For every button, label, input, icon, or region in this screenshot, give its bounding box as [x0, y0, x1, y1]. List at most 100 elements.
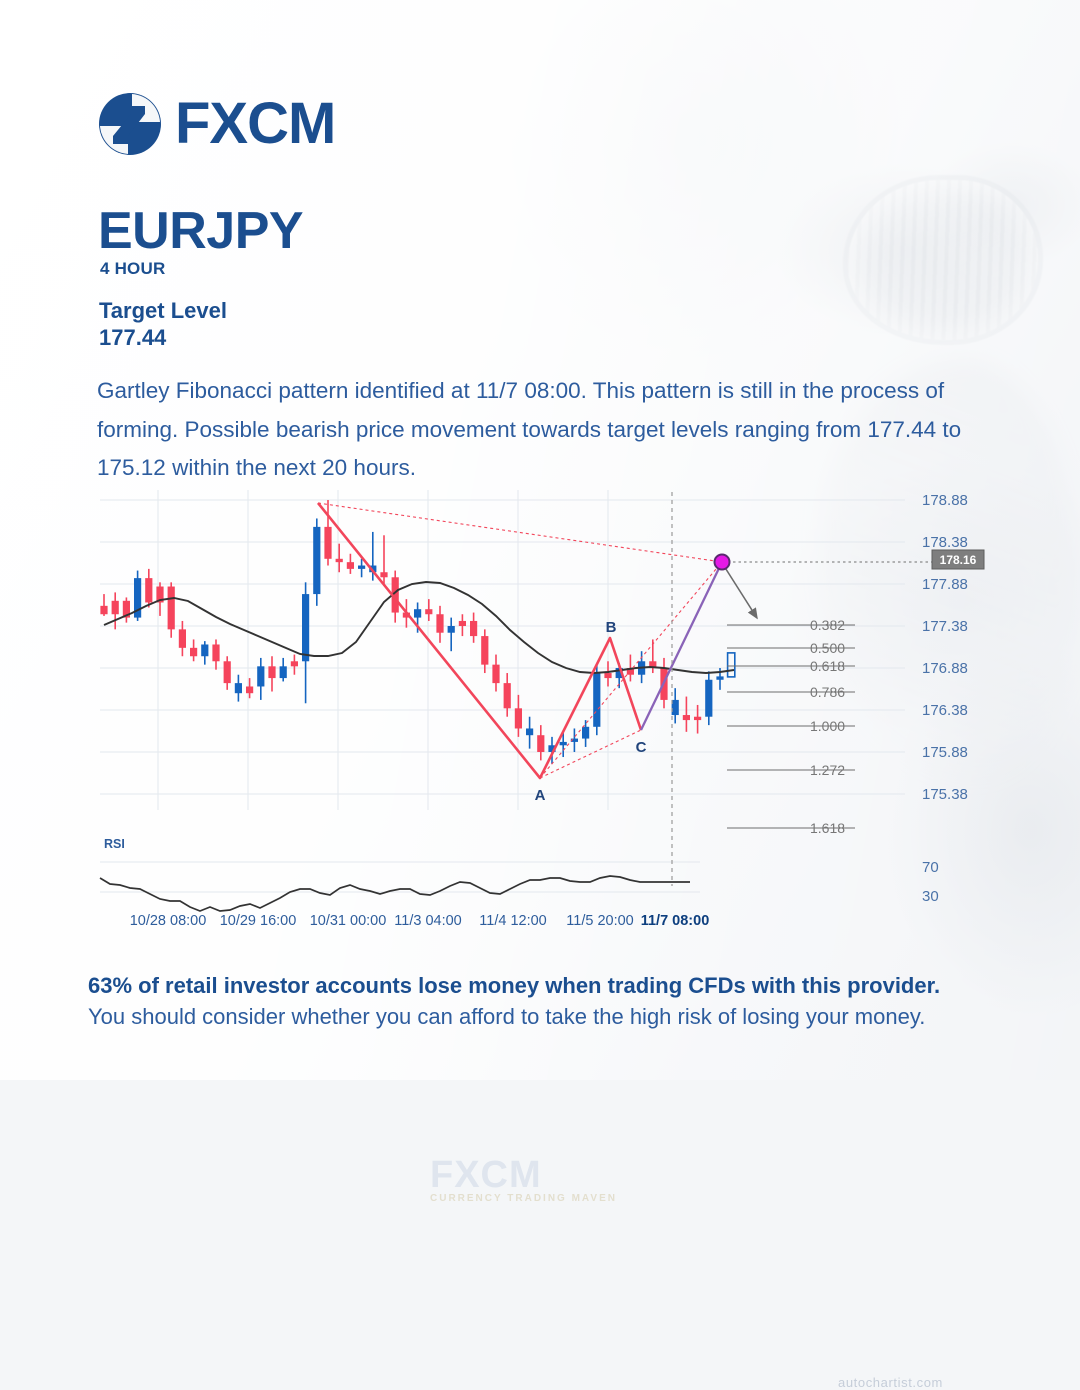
candle-body [145, 578, 153, 603]
pattern-point-b-label: B [606, 619, 617, 636]
candle-body [223, 661, 231, 684]
candle-body [436, 614, 444, 633]
candle-body [570, 738, 578, 742]
price-axis-tick: 178.88 [922, 492, 968, 509]
time-axis-tick: 11/3 04:00 [394, 913, 461, 929]
candle-body [682, 715, 690, 721]
candle-body [268, 666, 276, 679]
candle-body [290, 661, 298, 667]
current-price-tag: 178.16 [931, 549, 985, 570]
source-watermark: autochartist.com [838, 1375, 943, 1390]
price-axis-labels: 178.88 178.38 177.88 177.38 176.88 176.38 175.… [922, 492, 968, 803]
candle-body [100, 605, 108, 615]
candle-body [458, 620, 466, 626]
fibonacci-level-label: 1.000 [810, 718, 845, 734]
candle-body [302, 594, 310, 662]
fibonacci-level-label: 0.500 [810, 640, 845, 656]
candle-body [492, 664, 500, 684]
timeframe-label: 4 HOUR [100, 259, 166, 278]
price-axis-tick: 175.38 [922, 786, 968, 803]
price-axis-tick: 175.88 [922, 744, 968, 761]
price-axis-tick: 176.38 [922, 702, 968, 719]
bearish-direction-arrow [723, 565, 758, 620]
fibonacci-levels [727, 624, 855, 829]
candle-body [414, 609, 422, 618]
candle-body [201, 644, 209, 657]
candle-body [402, 612, 410, 618]
pattern-description: Gartley Fibonacci pattern identified at … [97, 378, 962, 481]
time-axis-tick: 10/31 00:00 [310, 913, 387, 929]
time-axis-tick: 10/28 08:00 [130, 913, 207, 929]
risk-disclaimer-primary: 63% of retail investor accounts lose mon… [88, 973, 941, 998]
candle-body [335, 558, 343, 563]
candle-body [447, 626, 455, 633]
price-axis-tick: 176.88 [922, 660, 968, 677]
risk-disclaimer-secondary: You should consider whether you can affo… [88, 1004, 926, 1029]
fxcm-watermark-subtext: CURRENCY TRADING MAVEN [430, 1193, 617, 1204]
candle-body [190, 647, 198, 657]
fibonacci-level-label: 1.272 [810, 762, 845, 778]
rsi-label: RSI [104, 837, 125, 851]
candle-body [481, 636, 489, 665]
rsi-upper-band-label: 70 [922, 859, 939, 876]
candle-body [111, 600, 119, 615]
candle-body [358, 565, 366, 569]
current-price-tag-text: 178.16 [940, 553, 977, 567]
candle-body [313, 526, 321, 595]
fibonacci-level-label: 0.786 [810, 684, 845, 700]
pattern-point-a-label: A [535, 787, 546, 804]
fibonacci-level-label: 0.618 [810, 658, 845, 674]
candle-body [324, 526, 332, 559]
candle-body [122, 600, 130, 618]
time-axis-tick: 11/4 12:00 [479, 913, 546, 929]
candle-body [694, 716, 702, 721]
target-point-marker[interactable] [713, 553, 731, 571]
candle-body [604, 673, 612, 679]
candle-body [716, 676, 724, 680]
candle-body [503, 683, 511, 709]
gartley-pattern-line [316, 502, 643, 780]
target-level-label: Target Level [99, 298, 227, 323]
gartley-guide-lines [317, 502, 723, 779]
candle-body [246, 686, 254, 694]
target-level-value: 177.44 [99, 325, 167, 350]
rsi-lower-band-label: 30 [922, 888, 939, 905]
time-axis-tick: 10/29 16:00 [220, 913, 297, 929]
price-axis-tick: 177.38 [922, 618, 968, 635]
candle-body [526, 728, 534, 736]
candle-body [649, 661, 657, 668]
candle-body [156, 586, 164, 603]
pattern-point-c-label: C [636, 739, 647, 756]
candle-body [537, 735, 545, 752]
projection-line [639, 561, 724, 731]
chart-gridlines [100, 490, 905, 893]
page-title: EURJPY [98, 202, 304, 260]
candle-body [279, 666, 287, 679]
candle-body [234, 683, 242, 694]
candle-body [593, 673, 601, 727]
fxcm-logo: FXCM [98, 92, 336, 156]
candle-body [134, 578, 142, 618]
forming-candle [726, 652, 736, 678]
candle-body [380, 572, 388, 578]
price-chart[interactable]: 0.382 0.500 0.618 0.786 1.000 1.272 1.618 178.… [0, 470, 1080, 1390]
candle-body [615, 668, 623, 679]
time-axis-tick: 11/7 08:00 [641, 913, 710, 929]
background-overlay-wash [0, 0, 1080, 1080]
rsi-line [99, 875, 690, 912]
candle-body [548, 745, 556, 752]
candle-body [167, 586, 175, 630]
fxcm-chart-watermark: FXCM CURRENCY TRADING MAVEN [430, 1154, 617, 1204]
candle-body [425, 609, 433, 615]
moving-average-line [103, 581, 735, 674]
candle-body [391, 577, 399, 613]
time-axis-labels: 10/28 08:00 10/29 16:00 10/31 00:00 11/3 04… [130, 913, 710, 929]
candle-body [257, 666, 265, 687]
fxcm-z-logo-icon [98, 92, 162, 156]
candle-body [178, 629, 186, 648]
price-axis-tick: 178.38 [922, 534, 968, 551]
candle-body [559, 741, 567, 746]
fibonacci-level-labels: 0.382 0.500 0.618 0.786 1.000 1.272 1.618 [810, 617, 845, 836]
price-axis-tick: 177.88 [922, 576, 968, 593]
candle-body [705, 679, 713, 717]
